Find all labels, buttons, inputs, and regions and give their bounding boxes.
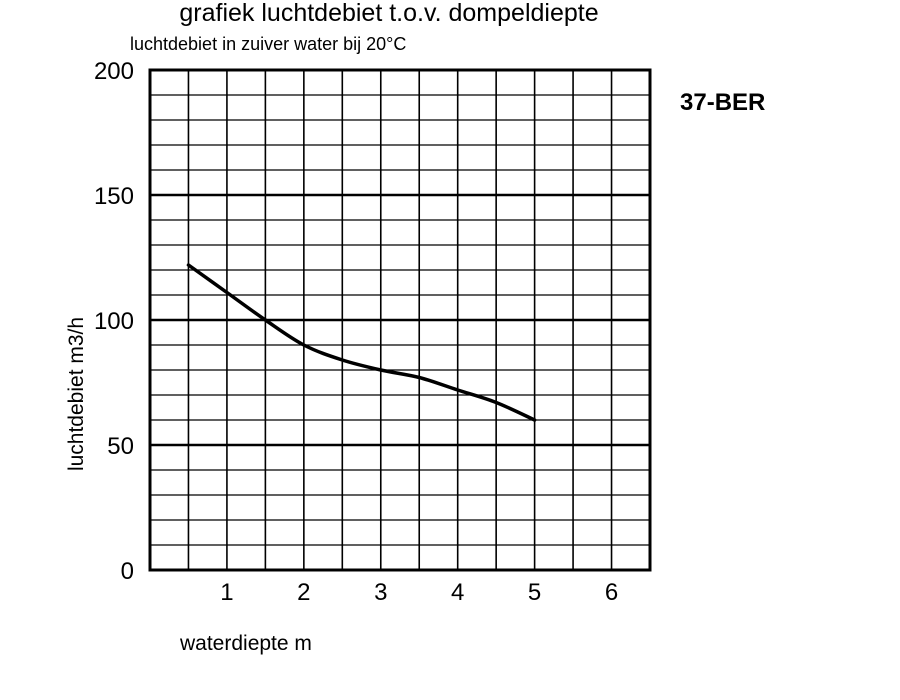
grid — [150, 70, 650, 570]
x-tick-label: 4 — [451, 579, 464, 606]
model-label: 37-BER — [680, 89, 765, 116]
series-line — [186, 263, 537, 422]
y-tick-labels: 0 50 100 150 200 — [94, 58, 134, 585]
y-tick-label: 0 — [121, 558, 134, 585]
y-tick-label: 200 — [94, 58, 134, 85]
y-tick-label: 150 — [94, 183, 134, 210]
y-tick-label: 50 — [107, 433, 134, 460]
y-axis-label: luchtdebiet m3/h — [65, 317, 88, 471]
plot-frame — [148, 68, 652, 572]
x-tick-label: 3 — [374, 579, 387, 606]
chart-subtitle: luchtdebiet in zuiver water bij 20°C — [130, 34, 406, 54]
x-tick-label: 2 — [297, 579, 310, 606]
x-axis-label: waterdiepte m — [179, 632, 312, 655]
x-tick-label: 1 — [220, 579, 233, 606]
x-tick-labels: 1 2 3 4 5 6 — [220, 579, 618, 606]
y-tick-label: 100 — [94, 308, 134, 335]
x-tick-label: 6 — [605, 579, 618, 606]
chart-title: grafiek luchtdebiet t.o.v. dompeldiepte — [179, 0, 598, 27]
x-tick-label: 5 — [528, 579, 541, 606]
